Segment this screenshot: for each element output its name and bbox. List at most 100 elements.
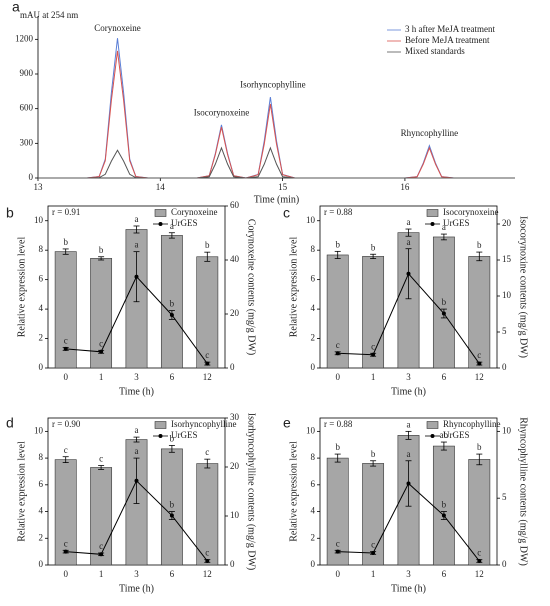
significance-letter: a xyxy=(407,419,411,429)
peak-label: Isocorynoxeine xyxy=(194,107,249,117)
x-tick-label: 3 xyxy=(134,372,139,382)
y2-tick-label: 40 xyxy=(230,254,240,264)
y-axis-title: mAU at 254 nm xyxy=(20,10,78,20)
y-tick-label: 0 xyxy=(311,559,316,569)
x-tick-label: 12 xyxy=(475,569,484,579)
bar xyxy=(54,459,77,566)
correlation: r = 0.88 xyxy=(324,419,353,429)
significance-letter: c xyxy=(64,335,68,345)
line-point xyxy=(205,558,210,563)
significance-letter: a xyxy=(170,221,174,231)
y-tick-label: 6 xyxy=(39,274,44,284)
x-tick-label: 6 xyxy=(442,372,447,382)
significance-letter: ab xyxy=(440,430,449,440)
x-tick-label: 6 xyxy=(442,569,447,579)
significance-letter: c xyxy=(371,540,375,550)
series-line xyxy=(38,38,515,179)
panel-label: e xyxy=(283,415,291,431)
line-point xyxy=(99,349,104,354)
x-tick-label: 3 xyxy=(406,372,411,382)
x-tick-label: 12 xyxy=(203,569,212,579)
significance-letter: b xyxy=(99,245,104,255)
legend-swatch xyxy=(154,421,167,429)
y-tick-label: 2 xyxy=(39,333,44,343)
y-axis-title: Relative expression level xyxy=(16,237,27,338)
legend-swatch xyxy=(426,209,439,217)
line-point xyxy=(99,552,104,557)
y-axis-title: Relative expression level xyxy=(288,237,299,338)
significance-letter: c xyxy=(99,541,103,551)
y-tick-label: 0 xyxy=(311,362,316,372)
y-tick-label: 900 xyxy=(20,68,34,78)
peak-label: Isorhyncophylline xyxy=(240,80,306,90)
y-tick-label: 1200 xyxy=(15,33,34,43)
x-tick-label: 13 xyxy=(34,182,44,192)
significance-letter: c xyxy=(99,338,103,348)
y2-tick-label: 15 xyxy=(502,254,512,264)
significance-letter: b xyxy=(170,299,175,309)
bar xyxy=(326,457,349,566)
significance-letter: c xyxy=(64,538,68,548)
legend-label: Isocorynoxeine xyxy=(443,207,498,217)
significance-letter: b xyxy=(371,242,376,252)
significance-letter: b xyxy=(170,434,175,444)
y2-tick-label: 60 xyxy=(230,200,240,210)
legend-label: Mixed standards xyxy=(405,46,465,56)
legend-label: UrGES xyxy=(443,218,470,228)
x-tick-label: 0 xyxy=(335,372,340,382)
y-tick-label: 4 xyxy=(39,303,44,313)
correlation: r = 0.88 xyxy=(324,207,353,217)
line-point xyxy=(441,311,446,316)
significance-letter: c xyxy=(205,447,209,457)
line-point xyxy=(477,558,482,563)
line-point xyxy=(134,478,139,483)
y-tick-label: 0 xyxy=(39,559,44,569)
legend-swatch xyxy=(158,222,163,226)
line-point xyxy=(63,549,68,554)
x-tick-label: 0 xyxy=(63,569,68,579)
correlation: r = 0.91 xyxy=(52,207,80,217)
line-point xyxy=(441,513,446,518)
y2-axis-title: Isocorynoxine contents (mg/g DW) xyxy=(518,216,529,358)
x-tick-label: 6 xyxy=(170,569,175,579)
y-tick-label: 300 xyxy=(20,137,34,147)
significance-letter: c xyxy=(99,454,103,464)
significance-letter: a xyxy=(407,217,411,227)
x-axis-title: Time (h) xyxy=(119,386,154,397)
significance-letter: a xyxy=(407,237,411,247)
y2-tick-label: 0 xyxy=(230,362,235,372)
panel-label: a xyxy=(12,0,20,15)
significance-letter: b xyxy=(335,239,340,249)
significance-letter: c xyxy=(336,538,340,548)
significance-letter: b xyxy=(442,500,447,510)
series-line xyxy=(38,146,515,179)
y-tick-label: 10 xyxy=(34,425,44,435)
x-tick-label: 12 xyxy=(203,372,212,382)
y-tick-label: 2 xyxy=(311,532,316,542)
legend-label: UrGES xyxy=(171,218,198,228)
line-point xyxy=(406,481,411,486)
significance-letter: a xyxy=(135,425,139,435)
y2-tick-label: 10 xyxy=(230,510,240,520)
legend-swatch xyxy=(158,434,163,438)
y-tick-label: 0 xyxy=(29,172,34,182)
x-tick-label: 1 xyxy=(371,372,376,382)
y2-tick-label: 5 xyxy=(502,326,507,336)
y-tick-label: 2 xyxy=(39,532,44,542)
y-tick-label: 8 xyxy=(311,452,316,462)
legend-label: Rhyncophylline xyxy=(443,419,501,429)
significance-letter: b xyxy=(371,449,376,459)
y-axis-title: Relative expression level xyxy=(288,441,299,542)
x-tick-label: 0 xyxy=(63,372,68,382)
series-line xyxy=(38,50,515,179)
y2-tick-label: 0 xyxy=(502,559,507,569)
y2-tick-label: 0 xyxy=(502,362,507,372)
y-tick-label: 4 xyxy=(311,303,316,313)
line-point xyxy=(406,271,411,276)
y-axis-title: Relative expression level xyxy=(16,441,27,542)
significance-letter: a xyxy=(442,222,446,232)
line-point xyxy=(371,352,376,357)
y-tick-label: 4 xyxy=(39,506,44,516)
panel-label: c xyxy=(283,205,290,221)
